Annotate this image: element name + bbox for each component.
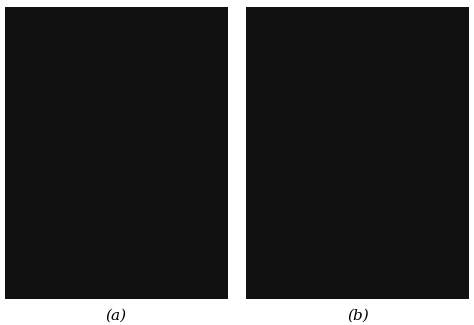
Text: (b): (b) (347, 308, 369, 322)
Text: (a): (a) (106, 308, 127, 322)
